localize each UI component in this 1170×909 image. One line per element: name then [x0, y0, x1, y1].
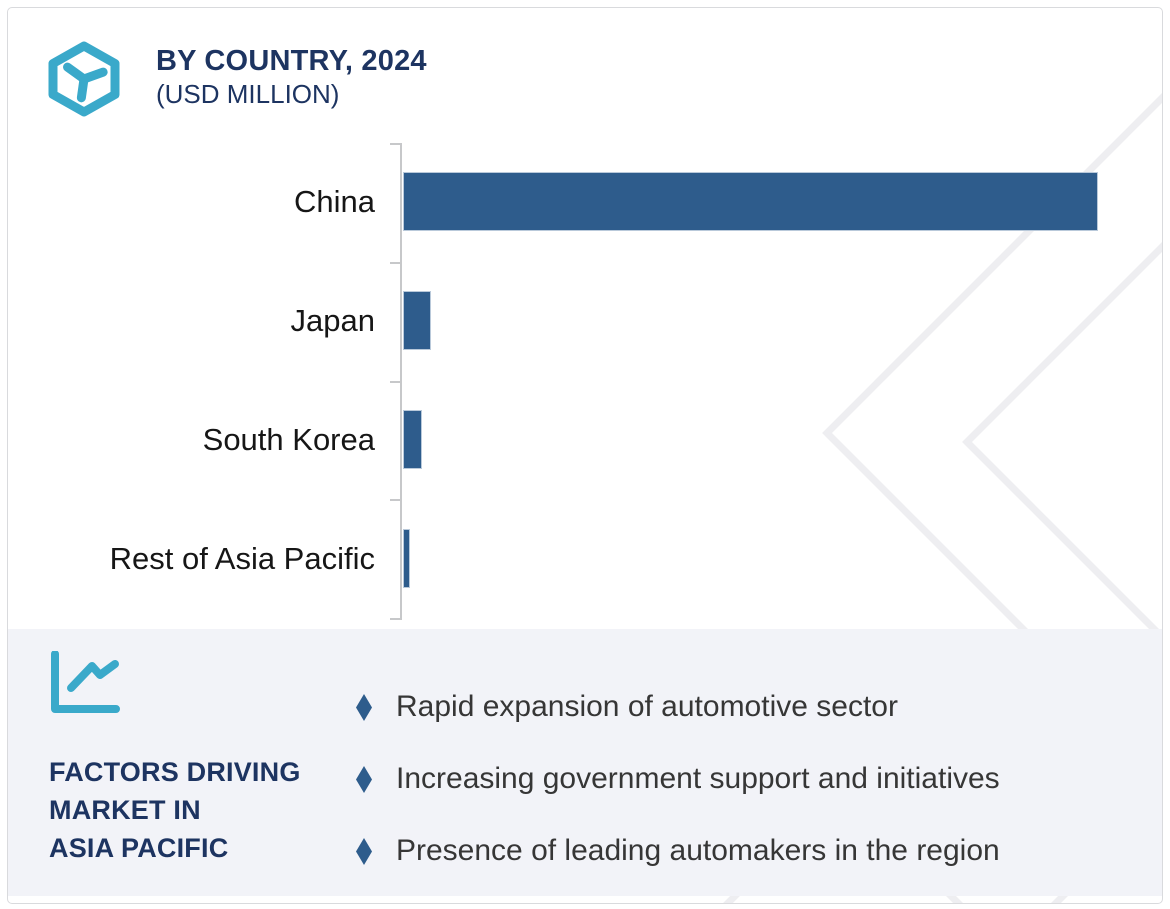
- chart-card: BY COUNTRY, 2024 (USD MILLION) China Japa…: [7, 7, 1163, 904]
- chart-subtitle: (USD MILLION): [156, 79, 340, 109]
- factors-heading-line: MARKET IN: [49, 795, 201, 825]
- axis-tick: [390, 499, 401, 501]
- axis-tick: [390, 143, 401, 145]
- bullet-item: Increasing government support and initia…: [356, 757, 1000, 801]
- y-axis-line: [400, 143, 402, 620]
- factors-heading-line: FACTORS DRIVING: [49, 757, 301, 787]
- factors-heading: FACTORS DRIVING MARKET IN ASIA PACIFIC: [49, 753, 301, 867]
- bar-chart-plot: China Japan South Korea Rest of Asia Pacifi…: [8, 8, 1162, 629]
- bullet-text: Presence of leading automakers in the re…: [396, 834, 1000, 867]
- chart-header: BY COUNTRY, 2024 (USD MILLION): [44, 40, 427, 118]
- line-chart-icon: [51, 651, 120, 713]
- hexagon-logo-icon: [48, 41, 120, 117]
- bar-south-korea: [403, 410, 422, 469]
- title-block: BY COUNTRY, 2024 (USD MILLION): [156, 40, 427, 110]
- axis-tick: [390, 262, 401, 264]
- bar-china: [403, 172, 1098, 231]
- category-label: South Korea: [202, 421, 375, 457]
- diamond-bullet-icon: [356, 765, 372, 793]
- category-label: China: [294, 183, 375, 219]
- axis-tick: [390, 381, 401, 383]
- chart-title: BY COUNTRY, 2024: [156, 45, 427, 77]
- bullet-item: Rapid expansion of automotive sector: [356, 685, 898, 729]
- factors-heading-line: ASIA PACIFIC: [49, 833, 229, 863]
- category-label: Rest of Asia Pacific: [109, 540, 375, 576]
- bar-japan: [403, 291, 431, 350]
- bullet-text: Increasing government support and initia…: [396, 762, 1000, 795]
- bullet-item: Presence of leading automakers in the re…: [356, 829, 1000, 873]
- diamond-bullet-icon: [356, 837, 372, 865]
- bullet-text: Rapid expansion of automotive sector: [396, 690, 898, 723]
- diamond-bullet-icon: [356, 693, 372, 721]
- category-label: Japan: [290, 302, 375, 338]
- bar-rest-of-asia-pacific: [403, 529, 410, 588]
- factors-panel: FACTORS DRIVING MARKET IN ASIA PACIFIC R…: [8, 629, 1162, 896]
- axis-tick: [390, 618, 401, 620]
